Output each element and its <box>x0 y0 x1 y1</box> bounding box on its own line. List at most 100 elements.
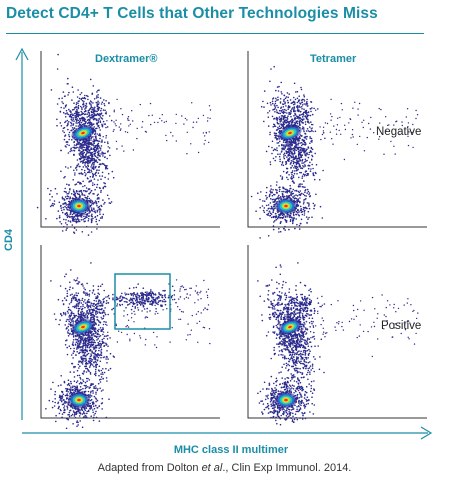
scatter-point <box>98 127 101 129</box>
scatter-point <box>88 349 91 352</box>
scatter-point <box>291 107 294 109</box>
scatter-point <box>63 208 65 211</box>
scatter-point <box>106 338 109 340</box>
scatter-point <box>287 141 290 143</box>
scatter-point <box>282 170 285 173</box>
scatter-point <box>279 140 281 143</box>
scatter-point <box>72 118 74 121</box>
scatter-point <box>288 93 291 95</box>
scatter-point <box>106 362 108 364</box>
scatter-point <box>86 145 89 148</box>
scatter-point <box>58 412 61 415</box>
scatter-point <box>292 196 295 199</box>
scatter-point <box>36 206 39 209</box>
x-axis-arrow <box>420 426 433 440</box>
scatter-point <box>96 211 99 213</box>
scatter-point <box>97 142 100 145</box>
scatter-point <box>93 386 95 388</box>
scatter-point <box>287 190 289 192</box>
scatter-point <box>96 295 99 297</box>
scatter-point <box>299 171 301 174</box>
scatter-point <box>269 161 272 163</box>
scatter-point <box>103 203 105 205</box>
scatter-point <box>57 402 59 405</box>
scatter-point <box>63 313 65 315</box>
scatter-point <box>71 389 73 391</box>
scatter-point <box>73 407 76 410</box>
scatter-point <box>110 119 113 122</box>
scatter-point <box>90 136 93 139</box>
scatter-point <box>81 299 83 302</box>
scatter-point <box>301 98 304 101</box>
scatter-point <box>98 354 101 357</box>
scatter-point <box>91 364 94 366</box>
scatter-point <box>84 343 87 346</box>
scatter-point <box>302 173 305 175</box>
scatter-point <box>294 110 296 112</box>
scatter-point <box>95 97 98 99</box>
scatter-point <box>100 373 102 375</box>
scatter-point <box>359 135 361 138</box>
scatter-point <box>130 317 133 319</box>
scatter-point <box>69 317 71 320</box>
scatter-point <box>105 300 108 302</box>
scatter-point <box>97 285 100 288</box>
scatter-point <box>103 163 105 165</box>
scatter-point <box>87 304 89 307</box>
scatter-point <box>59 319 61 321</box>
scatter-point <box>89 406 91 408</box>
scatter-point <box>298 228 301 230</box>
scatter-point <box>92 141 95 143</box>
scatter-point <box>306 135 308 138</box>
scatter-point <box>90 312 93 314</box>
scatter-point <box>85 365 87 367</box>
scatter-point <box>73 227 76 229</box>
scatter-point <box>293 167 295 169</box>
scatter-point <box>79 386 82 388</box>
scatter-point <box>94 149 96 151</box>
scatter-point <box>106 380 108 382</box>
scatter-point <box>175 140 177 142</box>
scatter-point <box>100 145 103 147</box>
scatter-point <box>72 336 75 338</box>
scatter-point <box>308 204 310 206</box>
scatter-point <box>91 162 94 165</box>
scatter-point <box>296 122 299 125</box>
scatter-point <box>265 191 268 194</box>
scatter-point <box>101 371 104 374</box>
scatter-point <box>299 137 301 140</box>
scatter-point <box>310 128 312 130</box>
scatter-point <box>67 77 69 80</box>
scatter-point <box>95 391 97 394</box>
scatter-point <box>103 335 106 338</box>
scatter-point <box>101 342 104 345</box>
scatter-point <box>150 123 152 126</box>
scatter-point <box>406 126 409 129</box>
scatter-point <box>303 98 305 101</box>
scatter-point <box>105 112 107 115</box>
scatter-point <box>61 101 63 103</box>
scatter-point <box>291 222 294 225</box>
scatter-point <box>52 205 54 207</box>
scatter-point <box>296 97 299 100</box>
scatter-point <box>187 334 189 336</box>
scatter-point <box>288 195 290 197</box>
scatter-point <box>314 152 317 155</box>
scatter-point <box>303 180 305 182</box>
scatter-point <box>82 373 85 375</box>
scatter-point <box>70 193 73 195</box>
scatter-point <box>77 143 80 145</box>
scatter-point <box>92 289 95 291</box>
scatter-point <box>101 101 104 103</box>
scatter-point <box>186 293 188 295</box>
scatter-point <box>85 216 88 218</box>
scatter-point <box>261 205 264 207</box>
scatter-point <box>202 132 205 134</box>
scatter-point <box>87 352 90 355</box>
scatter-point <box>90 215 93 217</box>
scatter-point <box>84 118 86 121</box>
scatter-point <box>288 190 291 193</box>
scatter-point <box>281 125 284 127</box>
scatter-point <box>93 183 96 186</box>
scatter-point <box>295 155 297 158</box>
